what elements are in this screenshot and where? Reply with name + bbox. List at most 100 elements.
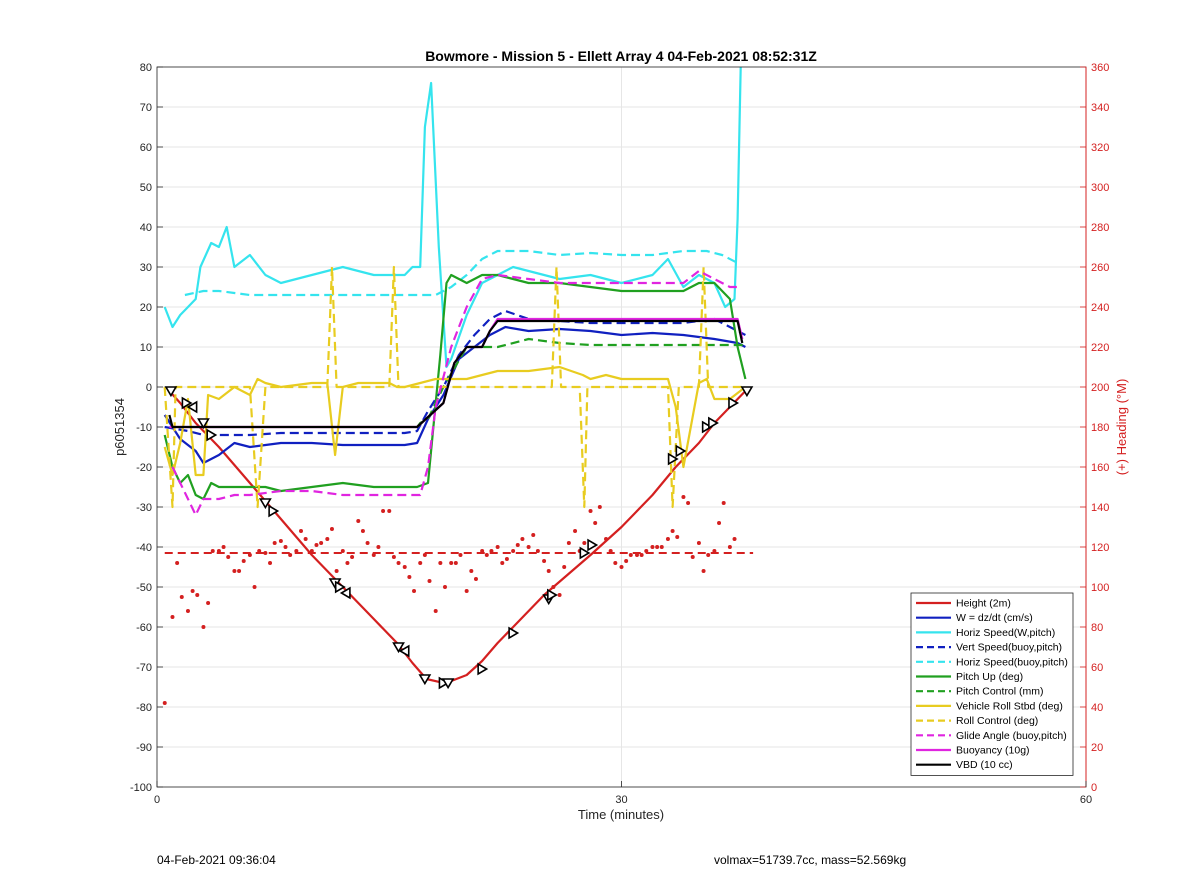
heading-point [449,561,454,565]
heading-point [573,529,578,533]
legend-label-pitch-control-mm: Pitch Control (mm) [956,686,1044,698]
heading-point [387,509,392,513]
heading-point [442,585,447,589]
y-tick-label: 70 [140,102,152,114]
x-tick-label: 30 [615,794,627,806]
height-marker [392,642,405,654]
footer-info: volmax=51739.7cc, mass=52.569kg [714,853,907,867]
y-right-tick-label: 120 [1091,542,1109,554]
heading-point [325,537,330,541]
heading-scatter [162,495,737,705]
heading-point [686,501,691,505]
heading-point [706,553,711,557]
heading-point [566,541,571,545]
heading-point [298,529,303,533]
series-line-horiz-speed-buoy-pitch [184,249,739,297]
heading-point [681,495,686,499]
heading-point [221,545,226,549]
y-right-tick-label: 220 [1091,342,1109,354]
heading-point [500,561,505,565]
legend-label-horiz-speed-w-pitch: Horiz Speed(W,pitch) [956,627,1055,639]
heading-point [283,545,288,549]
heading-point [655,545,660,549]
heading-point [531,533,536,537]
heading-point [402,565,407,569]
height-marker [398,644,410,658]
heading-point [593,521,598,525]
y-tick-label: 30 [140,262,152,274]
height-marker [579,546,591,560]
y-right-tick-label: 300 [1091,182,1109,194]
heading-point [360,529,365,533]
heading-point [185,609,190,613]
height-marker [701,420,713,434]
heading-point [175,561,180,565]
heading-point [319,541,324,545]
heading-point [588,509,593,513]
height-marker [508,626,520,640]
legend-label-buoyancy-10g: Buoyancy (10g) [956,745,1030,757]
height-marker [181,396,193,410]
series-line-vbd-10-cc [168,319,744,429]
heading-point [628,553,633,557]
legend-label-horiz-speed-buoy-pitch: Horiz Speed(buoy,pitch) [956,656,1068,668]
legend-label-vbd-10-cc: VBD (10 cc) [956,759,1013,771]
x-axis-label: Time (minutes) [578,807,664,822]
y-tick-label: 60 [140,142,152,154]
y-tick-label: 80 [140,62,152,74]
heading-point [464,589,469,593]
heading-point [268,561,273,565]
heading-point [504,557,509,561]
legend-label-glide-angle-buoy-pitch: Glide Angle (buoy,pitch) [956,730,1067,742]
heading-point [226,555,231,559]
heading-point [535,549,540,553]
y-right-tick-label: 240 [1091,302,1109,314]
heading-point [190,589,195,593]
y-tick-label: -40 [136,542,152,554]
y-tick-label: -100 [130,782,152,794]
height-marker [197,418,210,430]
y-right-tick-label: 0 [1091,782,1097,794]
heading-point [690,555,695,559]
heading-point [562,565,567,569]
y-tick-label: -30 [136,502,152,514]
height-marker [675,444,687,458]
height-marker [258,498,272,510]
y-tick-label: 50 [140,182,152,194]
heading-point [732,537,737,541]
heading-point [727,545,732,549]
heading-point [453,561,458,565]
heading-point [334,569,339,573]
heading-point [659,545,664,549]
legend-label-vehicle-roll-stbd-deg: Vehicle Roll Stbd (deg) [956,700,1063,712]
y-tick-label: 20 [140,302,152,314]
heading-point [484,553,489,557]
heading-point [520,537,525,541]
y-right-tick-label: 80 [1091,622,1103,634]
legend-label-roll-control-deg: Roll Control (deg) [956,715,1038,727]
x-tick-label: 0 [154,794,160,806]
footer-date: 04-Feb-2021 09:36:04 [157,853,276,867]
heading-point [418,561,423,565]
x-tick-label: 60 [1080,794,1092,806]
heading-point [381,509,386,513]
legend-label-vert-speed-buoy-pitch: Vert Speed(buoy,pitch) [956,642,1062,654]
heading-point [350,555,355,559]
heading-point [701,569,706,573]
y-right-tick-label: 320 [1091,142,1109,154]
heading-point [582,541,587,545]
heading-point [303,537,308,541]
y-right-tick-label: 260 [1091,262,1109,274]
heading-point [376,545,381,549]
y-right-tick-label: 200 [1091,382,1109,394]
heading-point [278,539,283,543]
heading-point [345,561,350,565]
heading-point [717,521,722,525]
series-line-roll-control-deg [163,265,746,509]
height-marker [667,452,679,466]
heading-point [179,595,184,599]
height-marker [728,396,740,410]
y-tick-label: -70 [136,662,152,674]
y-axis-label: p6051354 [112,398,127,456]
